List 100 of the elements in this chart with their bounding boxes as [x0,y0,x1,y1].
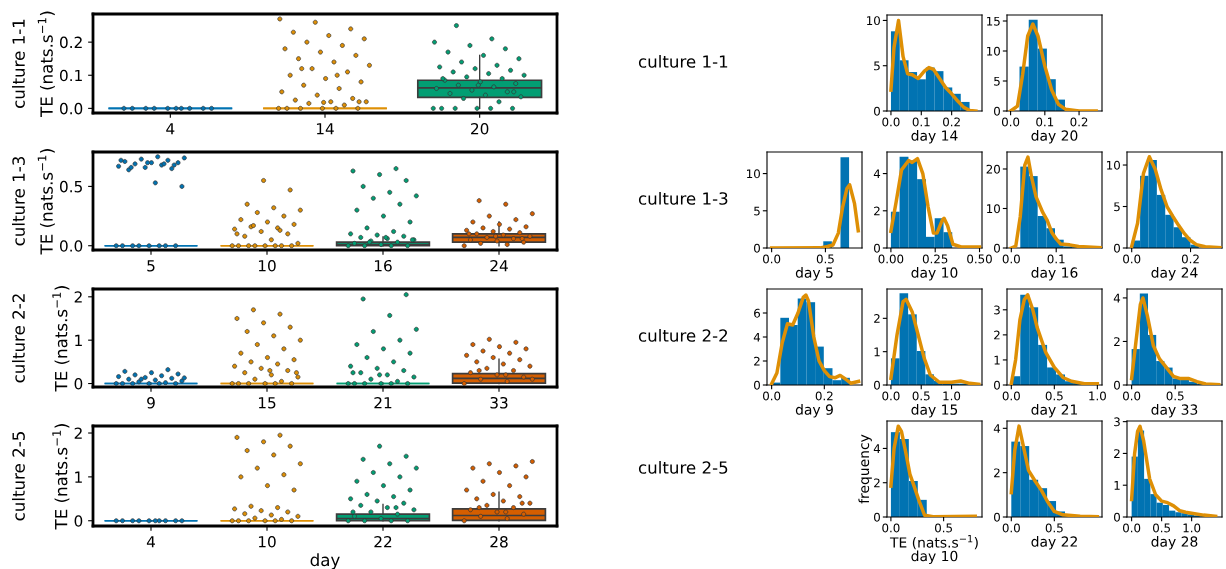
y-axis-title: TE (nats.s$^{−1}$) [37,11,55,117]
y-tick-label: 0.1 [59,69,82,82]
x-axis-title: day 16 [1031,267,1078,281]
x-tick-label: 0.2 [1070,117,1088,127]
x-tick-label: 1.0 [1183,523,1201,533]
y-tick-label: 2 [1114,449,1120,458]
x-tick-label: 0.1 [1036,117,1054,127]
y-tick-label: 2 [994,468,1000,478]
x-tick-label: 10 [258,259,276,272]
y-tick-label: 10 [987,204,1000,214]
y-tick-label: 0.2 [59,36,82,49]
y-axis-title: TE (nats.s$^{−1}$) [52,424,70,530]
y-tick-label: 4 [993,424,1001,433]
y-tick-label: 10 [987,46,1000,56]
y-tick-label: 3 [994,305,1000,315]
x-tick-label: 5 [147,260,155,272]
x-tick-label: 0.0 [882,523,900,533]
x-tick-label: 0.0 [882,391,900,401]
x-tick-label: 14 [316,123,334,135]
x-tick-label: 1.0 [943,391,961,401]
y-tick-label: 2 [994,330,1000,340]
x-tick-label: 24 [490,259,508,272]
y-tick-label: 2 [874,206,880,216]
text: TE (nats.s$^{−1}$) day 10 [889,535,978,564]
x-tick-label: 0.5 [912,391,930,401]
x-tick-label: 10 [258,535,276,548]
x-tick-label: 0.0 [1123,254,1141,264]
x-axis-title: day 24 [1151,267,1198,281]
y-tick-label: 1 [1114,481,1120,490]
y-tick-label: 6 [754,308,761,318]
y-tick-label: 1 [874,347,880,357]
y-tick-label: 15 [987,16,1000,26]
y-tick-label: 0 [994,512,1000,522]
y-tick-label: 10 [867,16,880,26]
y-tick-label: 0 [754,380,760,390]
y-tick-label: 0 [1114,512,1120,522]
y-tick-label: 0 [74,515,83,527]
x-tick-label: 0.5 [1045,391,1063,401]
y-tick-label: 1 [994,355,1000,365]
x-tick-label: 0.5 [935,523,952,533]
y-tick-label: 0.0 [59,240,83,252]
y-tick-label: 20 [986,164,1000,174]
y-tick-label: 2 [1114,337,1120,346]
x-axis-title: day 15 [911,404,958,418]
x-tick-label: 20 [471,122,489,135]
y-tick-label: 0 [874,243,880,253]
y-tick-label: 2 [74,291,82,303]
y-tick-label: 0 [74,378,83,390]
y-tick-label: 5 [1114,202,1120,212]
text: culture 2-5 [12,432,25,521]
y-tick-label: 4 [873,444,881,453]
y-tick-label: 0 [874,512,880,522]
x-tick-label: 33 [490,396,508,409]
x-tick-label: 0.0 [763,254,781,264]
y-axis-title: TE (nats.s$^{−1}$) [52,286,70,392]
y-tick-label: 3 [1114,417,1120,427]
x-axis-title: day 9 [795,404,833,418]
x-tick-label: 0.50 [967,254,992,264]
y-tick-label: 0 [754,243,760,253]
y-tick-label: 0 [994,380,1000,390]
y-tick-label: 2 [874,314,880,323]
text: culture 2-2 [12,294,25,383]
x-tick-label: 0.5 [1045,523,1063,533]
x-tick-label: 15 [258,397,276,409]
x-axis-title: day [310,553,340,569]
x-tick-label: 0.0 [763,391,781,401]
x-tick-label: 16 [374,259,392,272]
y-tick-label: 2 [74,427,82,439]
y-tick-label: 0 [874,380,880,390]
x-axis-title: day 14 [911,130,958,144]
text: culture 2-2 [638,328,728,342]
x-tick-label: 0.1 [1047,254,1065,264]
y-tick-label: 0.5 [59,180,82,193]
x-tick-label: 0.0 [882,117,900,127]
text: culture 1-3 [638,191,728,205]
x-tick-label: 0.00 [878,254,904,264]
y-tick-label: 4 [753,332,761,342]
x-tick-label: 1.0 [1089,391,1106,401]
y-tick-label: 2 [754,356,760,366]
x-tick-label: 22 [374,535,392,548]
x-axis-title: day 28 [1151,536,1198,550]
y-tick-label: 10 [1107,160,1120,170]
y-tick-label: 4 [1113,293,1121,303]
x-tick-label: 0.2 [1181,254,1199,264]
y-axis-title: TE (nats.s$^{−1}$) [37,149,55,255]
x-tick-label: 0.0 [1123,523,1141,533]
x-tick-label: 4 [166,123,175,135]
y-tick-label: 0 [994,243,1000,253]
x-tick-label: 0.1 [912,117,930,127]
text: culture 1-3 [12,156,25,246]
y-tick-label: 5 [754,206,760,216]
x-tick-label: 0.5 [816,254,834,264]
x-tick-label: 4 [146,536,155,548]
x-tick-label: 0.25 [922,254,948,264]
x-axis-title: day 20 [1031,130,1078,144]
y-tick-label: 2 [874,478,880,488]
y-tick-label: 0 [994,106,1000,116]
x-tick-label: 9 [147,396,155,409]
x-tick-label: 0.0 [1001,117,1020,127]
x-axis-title: day 5 [795,267,833,281]
